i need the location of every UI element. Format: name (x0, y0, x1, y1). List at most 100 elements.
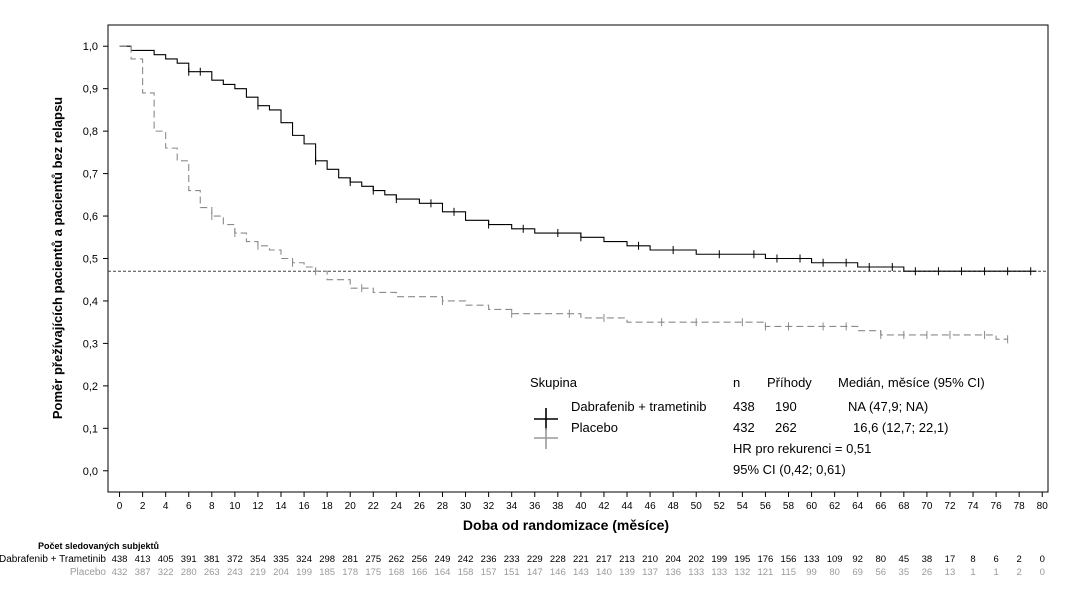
y-tick-label: 0,3 (83, 338, 98, 350)
x-tick-label: 42 (598, 501, 610, 512)
x-tick-label: 46 (645, 501, 657, 512)
x-tick-label: 16 (299, 501, 311, 512)
x-tick-label: 80 (1037, 501, 1049, 512)
risk-value: 405 (158, 554, 174, 565)
risk-value: 322 (158, 567, 174, 578)
x-tick-label: 44 (621, 501, 633, 512)
risk-value: 213 (619, 554, 635, 565)
risk-value: 243 (227, 567, 243, 578)
risk-value: 236 (481, 554, 497, 565)
x-tick-label: 4 (163, 501, 169, 512)
risk-value: 92 (852, 554, 863, 565)
risk-row-label-placebo: Placebo (70, 567, 107, 578)
risk-value: 121 (757, 567, 773, 578)
legend-row-label-placebo: Placebo (571, 420, 618, 435)
risk-value: 13 (945, 567, 956, 578)
risk-value: 391 (181, 554, 197, 565)
risk-value: 381 (204, 554, 220, 565)
y-tick-label: 0,8 (83, 126, 98, 138)
x-tick-label: 20 (345, 501, 357, 512)
risk-value: 335 (273, 554, 289, 565)
risk-value: 115 (781, 567, 796, 578)
risk-value: 280 (181, 567, 197, 578)
x-tick-label: 62 (829, 501, 841, 512)
risk-value: 354 (250, 554, 266, 565)
series-line-placebo (119, 45, 1008, 340)
risk-value: 204 (665, 554, 681, 565)
x-tick-label: 74 (967, 501, 979, 512)
legend: Skupina n Příhody Medián, měsíce (95% CI… (530, 375, 985, 477)
risk-value: 26 (922, 567, 933, 578)
series-line-dabrafenib (119, 45, 1037, 272)
x-tick-label: 24 (391, 501, 403, 512)
x-tick-label: 30 (460, 501, 472, 512)
x-tick-label: 78 (1014, 501, 1026, 512)
risk-value: 185 (319, 567, 335, 578)
risk-value: 175 (365, 567, 381, 578)
risk-table-title: Počet sledovaných subjektů (38, 541, 159, 551)
legend-header-group: Skupina (530, 375, 578, 390)
x-axis-title: Doba od randomizace (měsíce) (463, 517, 669, 533)
legend-header-median: Medián, měsíce (95% CI) (838, 375, 985, 390)
risk-value: 80 (829, 567, 840, 578)
risk-value: 2 (1017, 554, 1022, 565)
x-tick-label: 70 (921, 501, 933, 512)
x-tick-label: 10 (229, 501, 241, 512)
legend-row-label-dabrafenib: Dabrafenib + trametinib (571, 399, 707, 414)
risk-value: 438 (112, 554, 128, 565)
risk-value: 35 (899, 567, 910, 578)
risk-value: 151 (504, 567, 520, 578)
x-tick-label: 60 (806, 501, 818, 512)
risk-value: 8 (970, 554, 975, 565)
risk-value: 6 (993, 554, 998, 565)
legend-row-n-dabrafenib: 438 (733, 399, 755, 414)
x-axis: 0 2 4 6 8 10 12 14 16 18 20 22 24 26 28 30 32 34 36 38 40 42 4… (117, 492, 1048, 512)
risk-value: 137 (642, 567, 658, 578)
y-tick-label: 0,1 (83, 423, 98, 435)
risk-value: 324 (296, 554, 312, 565)
risk-value: 157 (481, 567, 497, 578)
risk-value: 249 (435, 554, 451, 565)
risk-value: 99 (806, 567, 817, 578)
risk-value: 133 (711, 567, 727, 578)
risk-value: 217 (596, 554, 612, 565)
risk-value: 56 (875, 567, 886, 578)
risk-value: 229 (527, 554, 543, 565)
risk-value: 45 (899, 554, 910, 565)
risk-value: 233 (504, 554, 520, 565)
y-tick-label: 0,9 (83, 84, 98, 96)
risk-value: 2 (1017, 567, 1022, 578)
x-tick-label: 34 (506, 501, 518, 512)
risk-value: 204 (273, 567, 289, 578)
y-tick-label: 0,7 (83, 169, 98, 181)
x-tick-label: 50 (691, 501, 703, 512)
risk-value: 136 (665, 567, 681, 578)
risk-value: 146 (550, 567, 566, 578)
risk-table-values: 438 413 405 391 381 372 354 335 324 298 281 275 262 2… (112, 554, 1045, 578)
x-tick-label: 6 (186, 501, 192, 512)
x-tick-label: 18 (322, 501, 334, 512)
x-tick-label: 36 (529, 501, 541, 512)
risk-value: 387 (135, 567, 151, 578)
risk-value: 228 (550, 554, 566, 565)
legend-row-median-dabrafenib: NA (47,9; NA) (848, 399, 928, 414)
risk-value: 262 (388, 554, 404, 565)
risk-value: 281 (342, 554, 358, 565)
risk-value: 166 (411, 567, 427, 578)
risk-value: 256 (411, 554, 427, 565)
x-tick-label: 72 (944, 501, 956, 512)
x-tick-label: 40 (575, 501, 587, 512)
x-tick-label: 68 (898, 501, 910, 512)
risk-value: 133 (804, 554, 820, 565)
risk-value: 132 (734, 567, 750, 578)
x-tick-label: 52 (714, 501, 726, 512)
x-tick-label: 32 (483, 501, 495, 512)
risk-value: 109 (827, 554, 843, 565)
y-tick-label: 0,0 (83, 466, 98, 478)
legend-header-events: Příhody (767, 375, 812, 390)
legend-hr-text: HR pro rekurenci = 0,51 (733, 441, 871, 456)
risk-value: 133 (688, 567, 704, 578)
risk-value: 221 (573, 554, 589, 565)
risk-value: 275 (365, 554, 381, 565)
series-layer (119, 45, 1037, 344)
